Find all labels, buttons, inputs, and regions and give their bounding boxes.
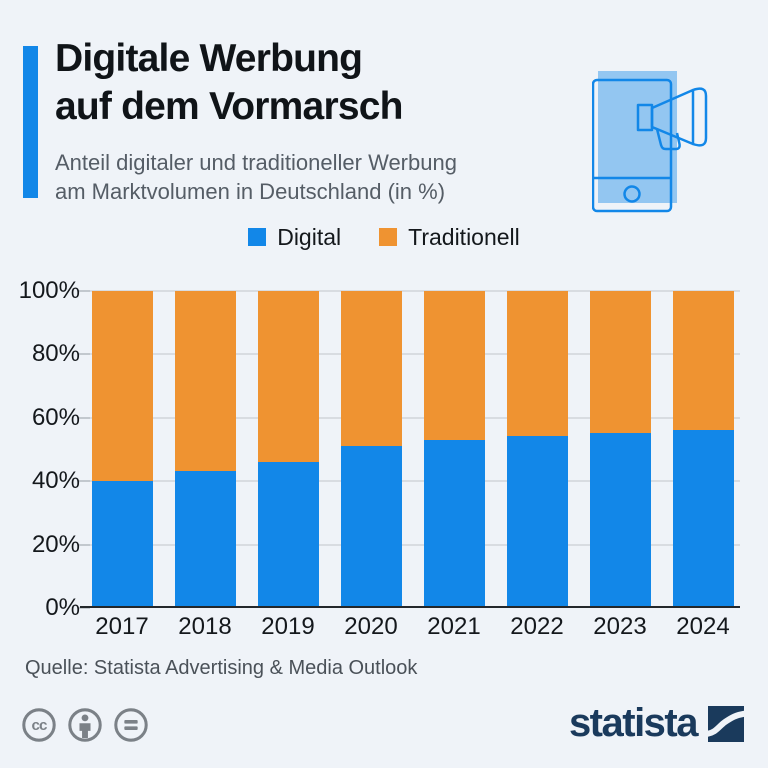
x-axis-label: 2024 <box>676 613 730 640</box>
stacked-bar <box>340 291 402 607</box>
x-axis-label: 2018 <box>178 613 232 640</box>
legend-swatch <box>248 228 267 246</box>
y-axis-tick <box>78 607 90 609</box>
y-axis-label: 0% <box>45 594 80 621</box>
gridline <box>90 543 740 546</box>
gridline <box>90 480 740 483</box>
bar-segment-digital <box>506 436 568 607</box>
y-axis-label: 60% <box>31 403 80 431</box>
bar-segment-traditionell <box>589 291 651 434</box>
legend-label: Traditionell <box>408 223 520 250</box>
x-axis-labels: 2017 2018 2019 2020 2021 2022 2023 2024 <box>0 613 768 643</box>
gridline <box>90 416 740 419</box>
x-axis-label: 2020 <box>344 613 398 640</box>
y-axis-label: 80% <box>31 340 80 368</box>
bar-segment-traditionell <box>340 291 402 446</box>
stacked-bar <box>257 291 319 607</box>
y-axis-tick <box>78 353 90 356</box>
bar-segment-digital <box>340 445 402 607</box>
gridline <box>90 353 740 356</box>
stacked-bar <box>672 291 734 607</box>
cc-icon: cc <box>22 708 56 742</box>
bar-segment-digital <box>257 461 319 607</box>
bar-segment-digital <box>672 430 734 607</box>
legend: Digital Traditionell <box>0 224 768 250</box>
stacked-bar <box>423 291 485 607</box>
bar-segment-digital <box>174 471 236 607</box>
y-axis-label: 40% <box>31 467 80 495</box>
subtitle: Anteil digitaler und traditioneller Werb… <box>55 150 457 204</box>
x-axis-label: 2021 <box>427 613 481 640</box>
source-text: Quelle: Statista Advertising & Media Out… <box>25 657 418 679</box>
cc-by-person-icon <box>68 708 102 742</box>
statista-logo-mark <box>708 706 744 742</box>
y-axis-label: 20% <box>31 530 80 558</box>
gridline <box>90 290 740 292</box>
bar-segment-digital <box>589 433 651 607</box>
y-axis-tick <box>78 416 90 419</box>
legend-swatch <box>379 228 398 246</box>
x-axis-label: 2022 <box>510 613 564 640</box>
page-title: Digitale Werbung auf dem Vormarsch <box>55 37 403 128</box>
stacked-bar <box>589 291 651 607</box>
bar-segment-traditionell <box>423 291 485 440</box>
chart: 0% 20% 40% 60% 80% 100% <box>0 278 768 621</box>
license-icons: cc <box>20 706 150 744</box>
y-axis-tick <box>78 543 90 546</box>
x-axis-label: 2019 <box>261 613 315 640</box>
bar-segment-traditionell <box>174 291 236 472</box>
x-axis-label: 2017 <box>95 613 149 640</box>
y-axis-tick <box>78 480 90 483</box>
legend-item: Digital <box>248 224 341 251</box>
bar-segment-traditionell <box>257 291 319 462</box>
statista-logo: statista <box>568 701 744 745</box>
bar-segment-traditionell <box>672 291 734 431</box>
statista-wordmark: statista <box>568 701 699 745</box>
stacked-bar <box>174 291 236 607</box>
stacked-bar <box>506 291 568 607</box>
bar-segment-digital <box>423 439 485 607</box>
x-axis-line <box>80 606 740 608</box>
smartphone-megaphone-icon <box>592 71 708 213</box>
x-axis-label: 2023 <box>593 613 647 640</box>
bar-segment-digital <box>91 480 153 607</box>
legend-label: Digital <box>277 223 342 250</box>
title-accent-bar <box>23 46 38 198</box>
bar-segment-traditionell <box>91 291 153 481</box>
y-axis-label: 100% <box>18 277 80 304</box>
bar-segment-traditionell <box>506 291 568 437</box>
svg-text:cc: cc <box>32 717 47 734</box>
y-axis-tick <box>78 290 90 292</box>
cc-nd-equals-icon <box>114 708 148 742</box>
legend-item: Traditionell <box>379 224 520 251</box>
stacked-bar <box>91 291 153 607</box>
